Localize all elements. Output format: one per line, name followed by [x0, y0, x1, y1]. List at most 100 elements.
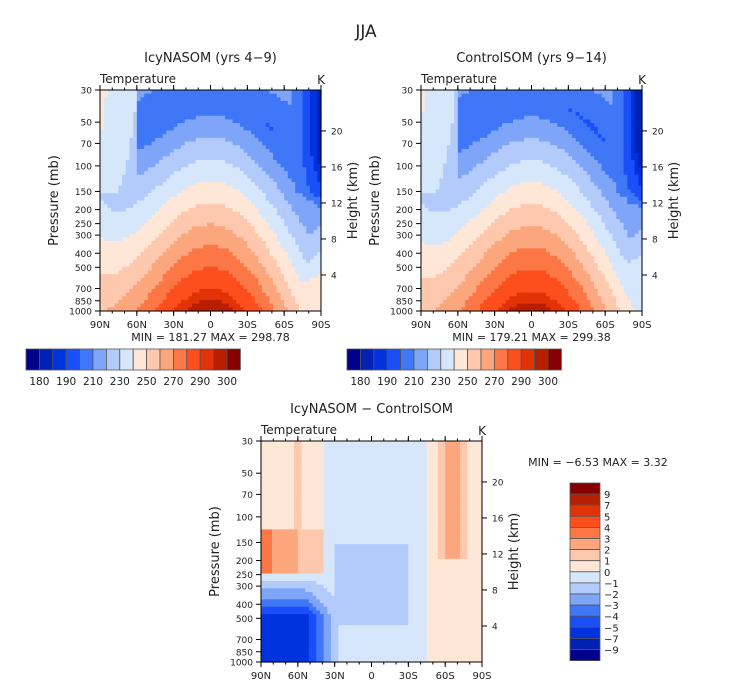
contour-cell [129, 237, 133, 241]
contour-cell [170, 245, 174, 249]
contour-cell [225, 274, 229, 278]
contour-cell [155, 164, 159, 168]
contour-cell [314, 197, 318, 201]
contour-cell [280, 223, 284, 227]
contour-cell [436, 90, 440, 94]
contour-cell [539, 156, 543, 160]
contour-cell [100, 245, 104, 249]
contour-cell [458, 134, 462, 138]
contour-cell [443, 142, 447, 146]
contour-cell [436, 119, 440, 123]
contour-cell [306, 215, 310, 219]
contour-cell [115, 97, 119, 101]
contour-cell [218, 245, 222, 249]
contour-cell [473, 142, 477, 146]
contour-cell [207, 259, 211, 263]
contour-cell [557, 108, 561, 112]
contour-cell [447, 134, 451, 138]
contour-cell [469, 149, 473, 153]
contour-cell [247, 153, 251, 157]
contour-cell [550, 123, 554, 127]
contour-cell [181, 97, 185, 101]
contour-cell [550, 138, 554, 142]
contour-cell [484, 90, 488, 94]
contour-cell [539, 127, 543, 131]
contour-cell [203, 175, 207, 179]
contour-cell [107, 186, 111, 190]
contour-cell [240, 208, 244, 212]
contour-cell [295, 90, 299, 94]
contour-cell [546, 119, 550, 123]
contour-cell [199, 304, 203, 308]
contour-cell [303, 119, 307, 123]
contour-cell [284, 142, 288, 146]
contour-cell [251, 142, 255, 146]
contour-cell [133, 138, 137, 142]
contour-cell [218, 134, 222, 138]
contour-cell [520, 160, 524, 164]
contour-cell [295, 248, 299, 252]
contour-cell [233, 252, 237, 256]
contour-cell [196, 219, 200, 223]
contour-cell [543, 149, 547, 153]
contour-cell [111, 90, 115, 94]
contour-cell [236, 178, 240, 182]
contour-cell [218, 142, 222, 146]
contour-cell [255, 289, 259, 293]
contour-cell [269, 119, 273, 123]
contour-cell [126, 149, 130, 153]
contour-cell [170, 178, 174, 182]
contour-cell [565, 156, 569, 160]
contour-cell [454, 160, 458, 164]
contour-cell [174, 197, 178, 201]
contour-cell [491, 94, 495, 98]
contour-cell [635, 112, 639, 116]
contour-cell [170, 304, 174, 308]
contour-cell [284, 116, 288, 120]
contour-cell [502, 119, 506, 123]
contour-cell [303, 189, 307, 193]
contour-cell [443, 149, 447, 153]
contour-cell [255, 134, 259, 138]
contour-cell [255, 201, 259, 205]
contour-cell [314, 256, 318, 260]
contour-cell [631, 156, 635, 160]
contour-cell [192, 296, 196, 300]
contour-cell [170, 274, 174, 278]
contour-cell [170, 101, 174, 105]
contour-cell [196, 278, 200, 282]
contour-cell [181, 208, 185, 212]
contour-cell [166, 105, 170, 109]
contour-cell [458, 90, 462, 94]
contour-cell [306, 241, 310, 245]
contour-cell [247, 278, 251, 282]
contour-cell [233, 263, 237, 267]
contour-cell [288, 304, 292, 308]
contour-cell [225, 156, 229, 160]
contour-cell [269, 278, 273, 282]
contour-cell [174, 252, 178, 256]
contour-cell [233, 278, 237, 282]
contour-cell [148, 234, 152, 238]
contour-cell [133, 282, 137, 286]
contour-cell [288, 259, 292, 263]
figure-title: JJA [354, 22, 377, 42]
contour-cell [144, 131, 148, 135]
contour-cell [299, 248, 303, 252]
contour-cell [502, 138, 506, 142]
contour-cell [170, 259, 174, 263]
contour-cell [115, 219, 119, 223]
contour-cell [174, 234, 178, 238]
contour-cell [425, 156, 429, 160]
contour-cell [192, 219, 196, 223]
contour-cell [266, 256, 270, 260]
contour-cell [244, 270, 248, 274]
contour-cell [218, 189, 222, 193]
contour-cell [148, 226, 152, 230]
contour-cell [236, 101, 240, 105]
contour-cell [255, 263, 259, 267]
contour-cell [122, 182, 126, 186]
contour-cell [568, 116, 572, 120]
contour-cell [141, 156, 145, 160]
contour-cell [266, 160, 270, 164]
